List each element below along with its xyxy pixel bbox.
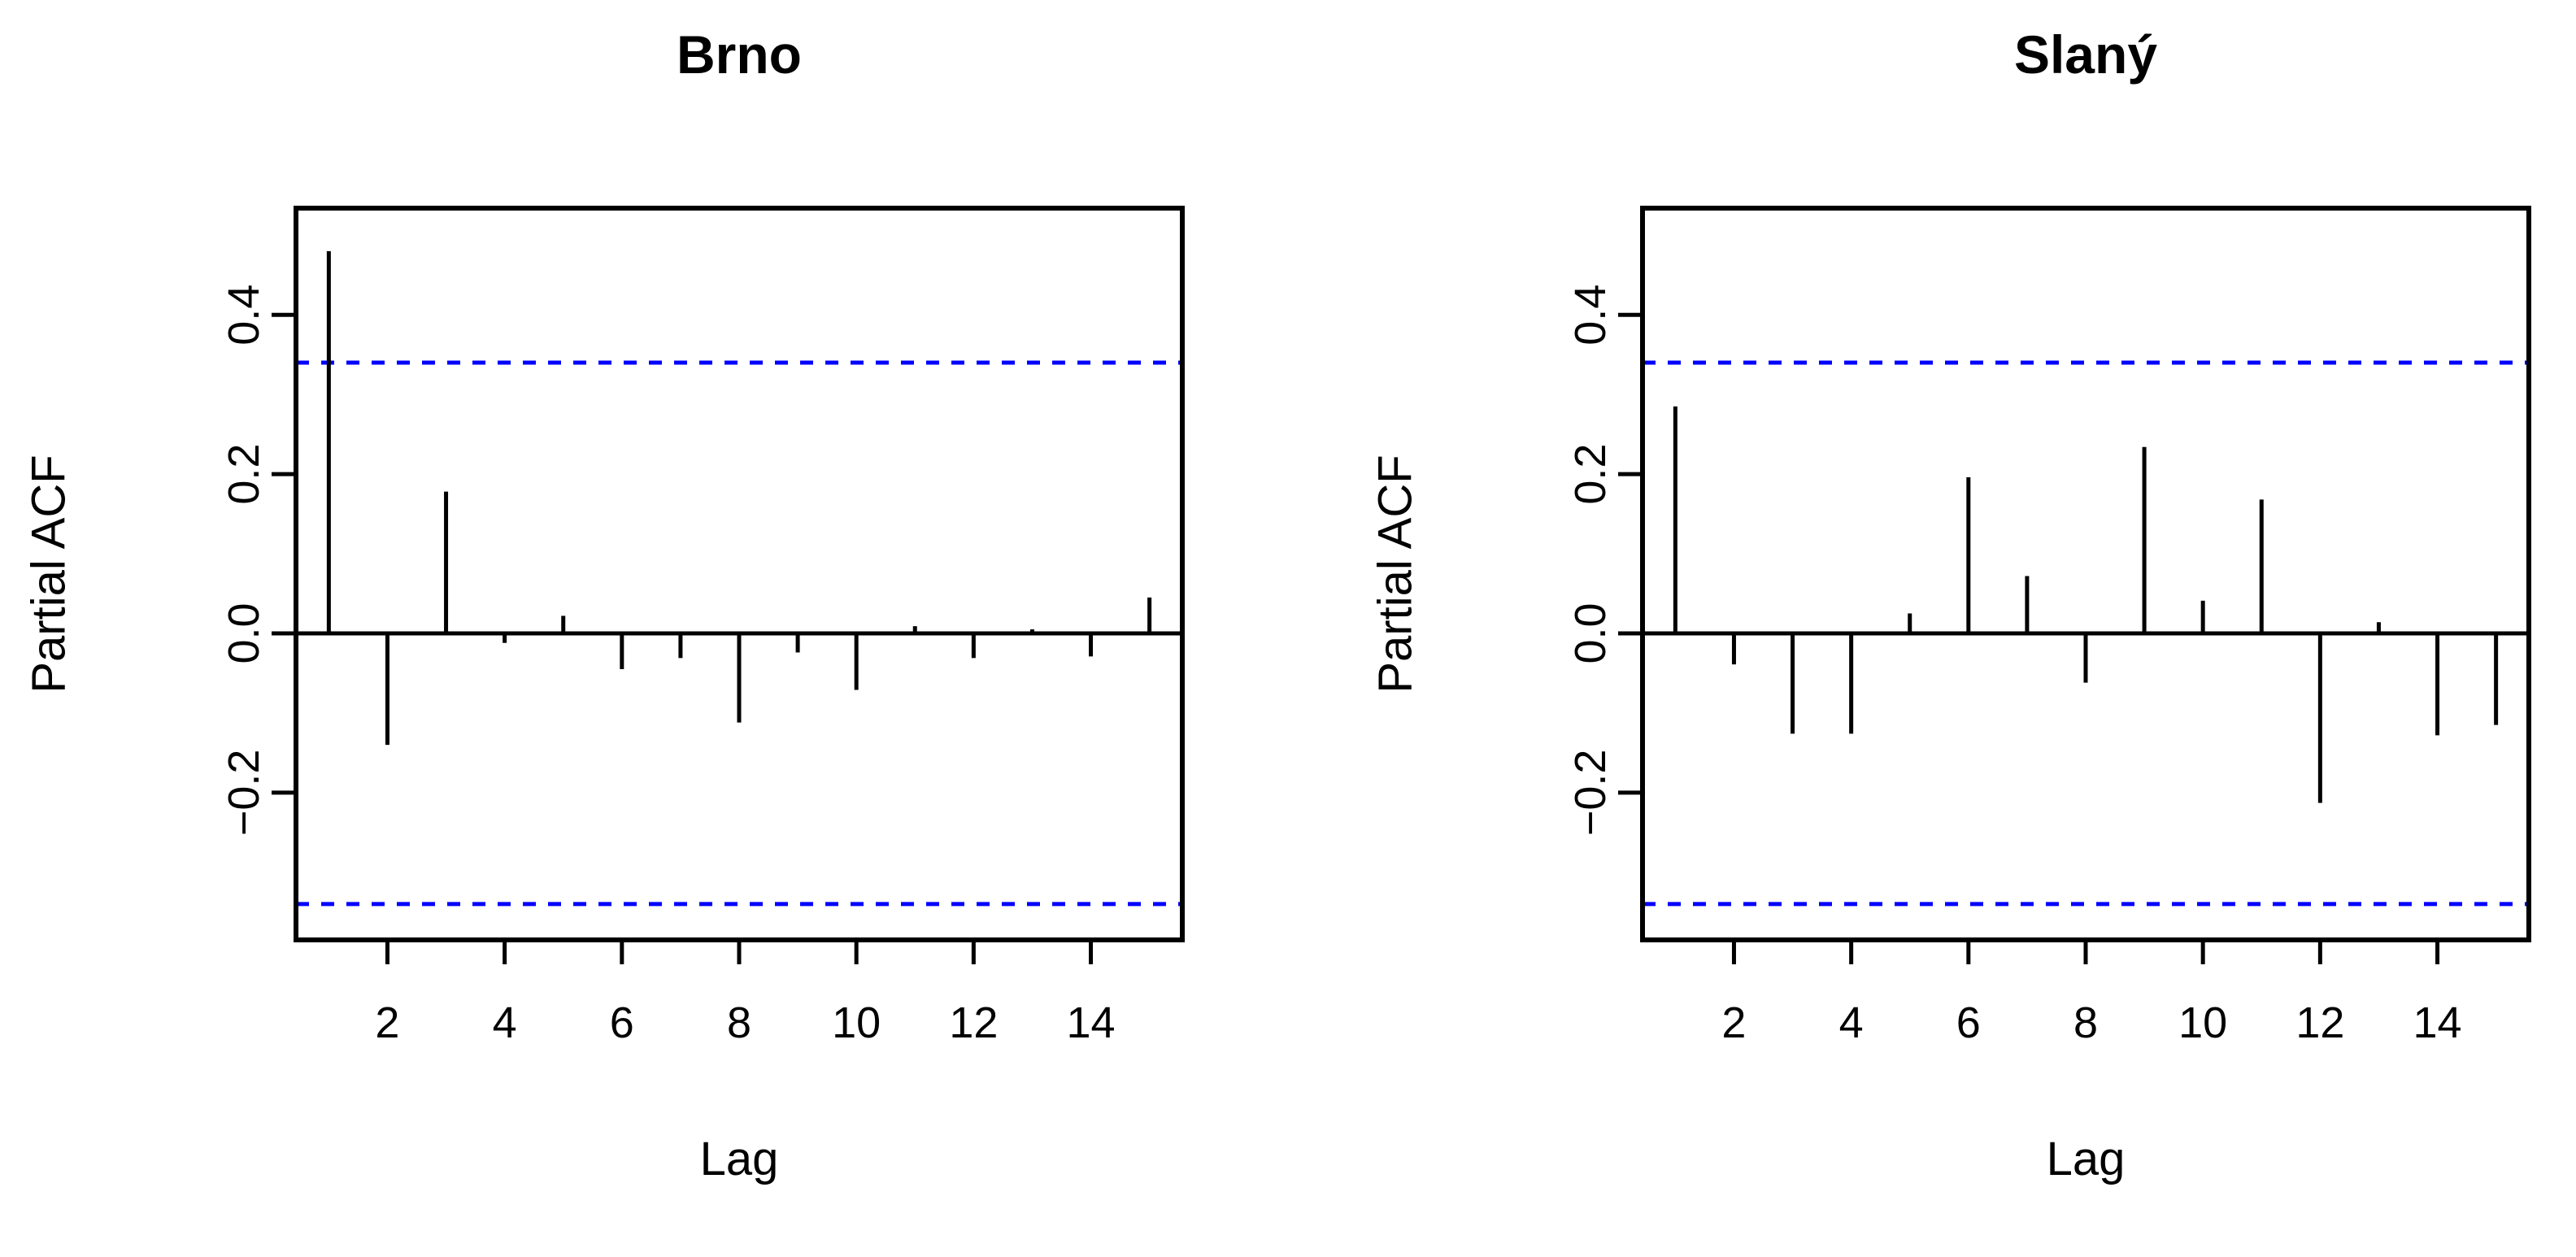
x-tick-label: 8: [2073, 998, 2098, 1047]
x-tick-label: 4: [493, 998, 517, 1047]
plot-title: Slaný: [2014, 24, 2157, 85]
x-tick-label: 12: [949, 998, 998, 1047]
pacf-panel-brno: 2 4 6 8 10 12 14 −0.2 0.0 0.2 0.4 Brno Lag Partial AC…: [23, 24, 1185, 1185]
x-tick-label: 2: [1721, 998, 1746, 1047]
x-tick-label: 10: [2178, 998, 2227, 1047]
y-tick-label: 0.2: [220, 444, 268, 505]
y-axis-label: Partial ACF: [23, 455, 76, 693]
y-tick-label: −0.2: [1566, 750, 1615, 837]
x-tick-label: 6: [610, 998, 634, 1047]
y-axis-label: Partial ACF: [1369, 455, 1422, 693]
plot-title: Brno: [677, 24, 802, 85]
y-tick-label: 0.4: [1566, 285, 1615, 346]
x-tick-label: 14: [1067, 998, 1116, 1047]
x-tick-label: 8: [727, 998, 751, 1047]
x-tick-label: 6: [1956, 998, 1981, 1047]
x-tick-label: 4: [1839, 998, 1864, 1047]
pacf-panel-slany: 2 4 6 8 10 12 14 −0.2 0.0 0.2 0.4 Slaný Lag Partial A…: [1288, 0, 2576, 1257]
x-tick-label: 2: [375, 998, 399, 1047]
y-tick-label: 0.0: [220, 602, 268, 663]
pacf-plot-right: 2 4 6 8 10 12 14 −0.2 0.0 0.2 0.4 Slaný Lag Partial A…: [1369, 24, 2531, 1185]
plot-box: [294, 206, 1185, 942]
y-tick-label: −0.2: [220, 750, 268, 837]
y-tick-label: 0.4: [220, 285, 268, 346]
pacf-plot-left: 2 4 6 8 10 12 14 −0.2 0.0 0.2 0.4 Brno Lag Partial AC…: [23, 24, 1185, 1185]
x-tick-label: 10: [832, 998, 881, 1047]
x-axis-label: Lag: [2047, 1133, 2126, 1185]
plot-box: [1640, 206, 2531, 942]
x-tick-label: 14: [2413, 998, 2462, 1047]
x-tick-label: 12: [2295, 998, 2344, 1047]
x-axis-label: Lag: [700, 1133, 779, 1185]
y-tick-label: 0.0: [1566, 602, 1615, 663]
y-tick-label: 0.2: [1566, 444, 1615, 505]
